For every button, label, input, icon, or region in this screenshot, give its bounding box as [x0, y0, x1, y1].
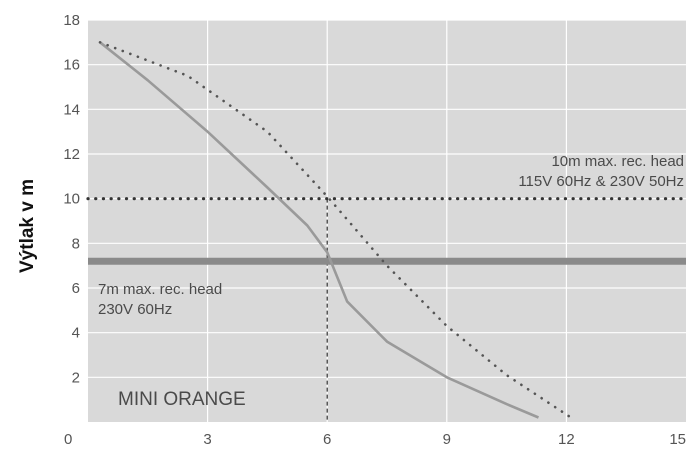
- y-tick-label: 14: [63, 101, 80, 118]
- y-tick-label: 18: [63, 12, 80, 29]
- reference-label-7m: 7m max. rec. head: [98, 281, 222, 298]
- plot-area: [88, 20, 686, 422]
- reference-label-10m: 10m max. rec. head: [551, 153, 684, 170]
- x-tick-label: 0: [64, 431, 72, 448]
- y-tick-label: 2: [72, 369, 80, 386]
- x-tick-label: 6: [323, 431, 331, 448]
- x-tick-label: 12: [558, 431, 575, 448]
- y-axis-label: Výtlak v m: [17, 179, 38, 273]
- chart-marks: [86, 40, 688, 422]
- reference-label-10m: 115V 60Hz & 230V 50Hz: [518, 173, 684, 190]
- chart-title: MINI ORANGE: [118, 389, 246, 410]
- y-tick-label: 16: [63, 57, 80, 74]
- x-tick-label: 3: [203, 431, 211, 448]
- annotations: 10m max. rec. head 115V 60Hz & 230V 50Hz 7…: [98, 153, 684, 318]
- y-tick-label: 4: [72, 325, 80, 342]
- y-tick-label: 12: [63, 146, 80, 163]
- y-tick-label: 6: [72, 280, 80, 297]
- tick-labels: 2 4 6 8 10 12 14 16 18 0 3 6 9 12 15: [63, 12, 686, 448]
- series-line: [99, 41, 540, 419]
- y-tick-label: 8: [72, 235, 80, 252]
- x-tick-label: 15: [669, 431, 686, 448]
- y-tick-label: 10: [63, 191, 80, 208]
- reference-label-7m: 230V 60Hz: [98, 301, 172, 318]
- series-line: [98, 40, 576, 422]
- x-tick-label: 9: [443, 431, 451, 448]
